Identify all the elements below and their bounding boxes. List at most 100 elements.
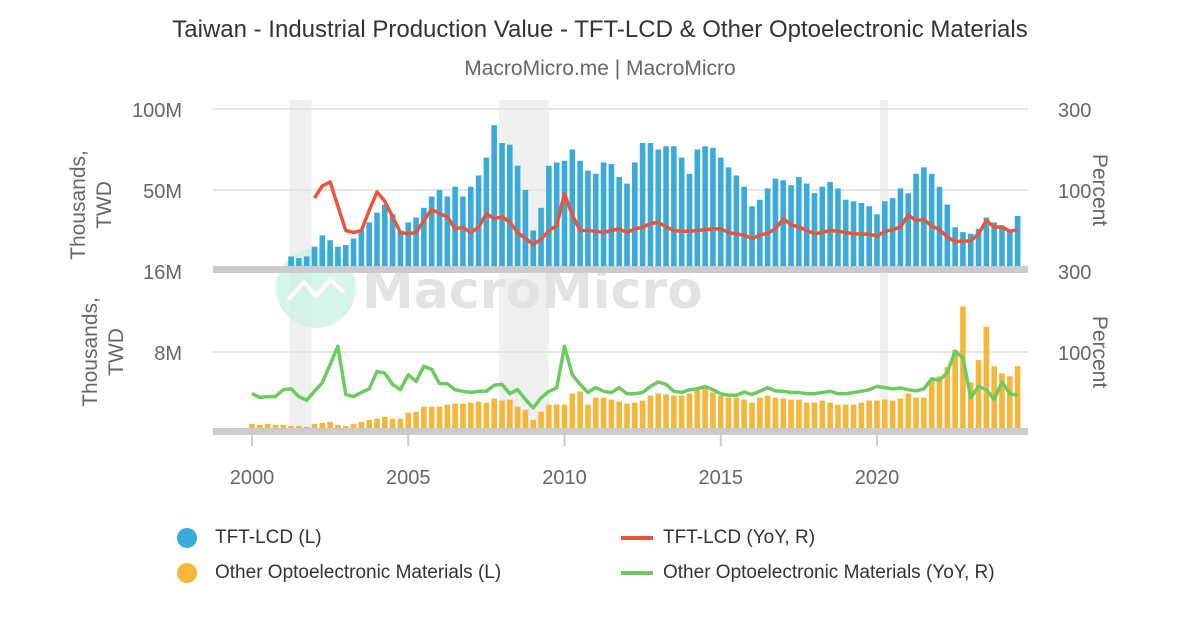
other-bar <box>905 393 912 433</box>
other-bar <box>796 399 802 433</box>
other-bar <box>757 397 763 433</box>
other-bar <box>522 409 529 433</box>
other-bar <box>671 395 677 433</box>
x-tick-label: 2005 <box>386 467 431 489</box>
legend-item-tft-lcd-yoy[interactable]: TFT-LCD (YoY, R) <box>621 527 815 549</box>
other-bar <box>452 403 458 433</box>
other-bar <box>569 393 576 433</box>
legend-item-other[interactable]: Other Optoelectronic Materials (L) <box>177 562 501 584</box>
tft-lcd-bar <box>522 190 529 271</box>
tft-lcd-bar <box>405 222 412 271</box>
tft-lcd-bar <box>350 238 357 271</box>
other-bar <box>850 404 857 433</box>
y-left-axis-title: Thousands, TWD <box>79 297 128 407</box>
tft-lcd-bar <box>710 147 716 271</box>
other-bar <box>960 306 966 433</box>
tft-lcd-bar <box>397 230 404 271</box>
tft-lcd-bar <box>499 143 505 271</box>
other-bar <box>780 398 787 433</box>
tft-lcd-bar <box>663 146 669 271</box>
tft-lcd-bar <box>850 201 857 271</box>
other-bar <box>944 367 951 433</box>
y-right-axis-title: Percent <box>1088 316 1111 389</box>
tft-lcd-bar <box>717 157 724 271</box>
legend-label: Other Optoelectronic Materials (L) <box>215 562 502 583</box>
tft-lcd-bar <box>647 143 654 271</box>
other-bar <box>936 376 943 433</box>
other-bar <box>546 404 552 433</box>
other-bar <box>858 402 865 433</box>
other-bar <box>921 397 927 433</box>
other-bar <box>639 400 646 433</box>
tft-lcd-bar <box>491 125 497 271</box>
other-bar <box>538 411 544 433</box>
tft-lcd-bar <box>288 256 294 271</box>
tft-lcd-bar <box>553 162 560 271</box>
y-left-tick: 16M <box>143 262 182 284</box>
tft-lcd-bar <box>342 245 349 271</box>
tft-lcd-bar <box>561 160 568 271</box>
other-bar <box>608 399 615 433</box>
other-bar <box>600 397 607 433</box>
tft-lcd-bar <box>421 207 427 271</box>
other-bar <box>913 397 919 433</box>
other-bar <box>397 418 404 433</box>
other-bar <box>616 401 622 433</box>
tft-lcd-bar <box>592 173 599 271</box>
other-bar <box>866 400 872 433</box>
other-bar <box>897 398 904 433</box>
other-bar <box>928 380 935 433</box>
tft-lcd-bar <box>467 186 474 271</box>
other-bar <box>475 401 482 433</box>
other-bar <box>827 402 833 433</box>
other-bar <box>967 382 974 433</box>
other-bar <box>647 395 654 433</box>
other-bar <box>717 395 724 433</box>
other-bar <box>803 402 810 433</box>
tft-lcd-bar <box>952 227 958 271</box>
other-bar <box>624 403 630 433</box>
tft-lcd-bar <box>678 157 685 271</box>
tft-lcd-bar <box>585 170 591 271</box>
legend-item-tft-lcd[interactable]: TFT-LCD (L) <box>177 527 322 549</box>
other-bar <box>889 400 896 433</box>
legend-label: TFT-LCD (YoY, R) <box>663 527 816 548</box>
tft-lcd-bar <box>671 146 677 271</box>
legend-item-other-yoy[interactable]: Other Optoelectronic Materials (YoY, R) <box>621 562 995 584</box>
tft-lcd-bar <box>733 175 740 271</box>
other-bar <box>882 399 888 433</box>
other-bar <box>632 402 638 433</box>
other-bar <box>725 397 732 433</box>
other-bar <box>842 404 849 433</box>
tft-lcd-bar <box>639 143 646 271</box>
legend-line-icon <box>621 536 653 540</box>
other-bar <box>741 399 747 433</box>
tft-lcd-bar <box>608 164 615 271</box>
tft-lcd-bar <box>374 212 380 271</box>
tft-lcd-bar <box>311 246 318 271</box>
tft-lcd-bar <box>874 214 880 271</box>
tft-lcd-bar <box>991 222 997 271</box>
tft-lcd-bar <box>436 190 443 271</box>
tft-lcd-bar <box>600 162 607 271</box>
tft-lcd-bar <box>967 233 974 271</box>
tft-lcd-bar <box>1007 232 1013 271</box>
other-bar <box>1014 366 1021 433</box>
y-right-tick: 300 <box>1058 262 1091 284</box>
tft-lcd-bar <box>366 222 372 271</box>
y-left-tick: 100M <box>132 100 182 122</box>
legend-dot-icon <box>177 563 197 583</box>
tft-lcd-bar <box>780 180 787 271</box>
tft-lcd-bar <box>514 165 521 271</box>
watermark-logo-mark <box>286 277 346 302</box>
other-bar <box>592 397 599 433</box>
other-bar <box>436 406 443 433</box>
other-bar <box>819 400 826 433</box>
tft-lcd-bar <box>655 149 662 271</box>
tft-lcd-bar <box>1014 215 1021 271</box>
other-bar <box>772 397 779 433</box>
tft-lcd-bar <box>389 214 396 271</box>
tft-lcd-bar <box>999 225 1005 271</box>
tft-lcd-bar <box>858 202 865 271</box>
